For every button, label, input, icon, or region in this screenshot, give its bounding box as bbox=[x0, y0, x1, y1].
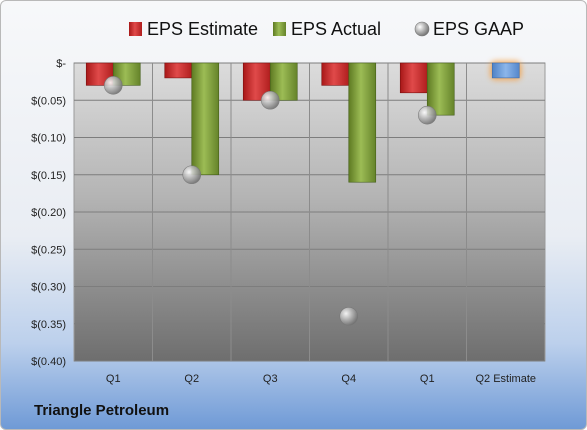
y-tick-label: $(0.05) bbox=[31, 95, 66, 107]
bar-eps-actual bbox=[426, 62, 455, 116]
legend-label: EPS GAAP bbox=[433, 19, 524, 39]
y-tick-label: $- bbox=[56, 58, 66, 70]
gridlines bbox=[74, 62, 545, 362]
bar-eps-estimate bbox=[164, 62, 193, 79]
bar-eps-projected bbox=[491, 62, 520, 79]
x-tick-label: Q1 bbox=[106, 373, 121, 385]
legend-swatch-eps-actual bbox=[273, 22, 286, 36]
y-tick-label: $(0.30) bbox=[31, 282, 66, 294]
point-eps-gaap bbox=[103, 76, 123, 95]
legend-swatch-eps-estimate bbox=[129, 22, 142, 36]
point-eps-gaap bbox=[182, 165, 202, 185]
bar-eps-estimate bbox=[321, 62, 350, 86]
x-tick-label: Q3 bbox=[263, 373, 278, 385]
y-tick-label: $(0.40) bbox=[31, 356, 66, 368]
gaap-points bbox=[103, 76, 437, 326]
x-tick-label: Q4 bbox=[341, 373, 356, 385]
x-tick-label: Q2 Estimate bbox=[475, 373, 536, 385]
y-tick-label: $(0.25) bbox=[31, 244, 66, 256]
y-tick-label: $(0.35) bbox=[31, 319, 66, 331]
legend-swatch-eps-gaap bbox=[414, 21, 430, 37]
point-eps-gaap bbox=[260, 90, 280, 110]
y-tick-label: $(0.10) bbox=[31, 133, 66, 145]
point-eps-gaap bbox=[417, 105, 437, 125]
y-tick-label: $(0.20) bbox=[31, 207, 66, 219]
x-axis-tick-labels: Q1 Q2 Q3 Q4 Q1 Q2 Estimate bbox=[106, 373, 536, 385]
x-tick-label: Q1 bbox=[420, 373, 435, 385]
bar-eps-estimate bbox=[399, 62, 428, 94]
bar-eps-actual bbox=[191, 62, 220, 176]
company-name: Triangle Petroleum bbox=[34, 402, 170, 419]
x-tick-label: Q2 bbox=[184, 373, 199, 385]
y-axis-tick-labels: $- $(0.05) $(0.10) $(0.15) $(0.20) $(0.25) $(0… bbox=[31, 58, 66, 368]
legend-label: EPS Actual bbox=[291, 19, 381, 39]
chart-legend: EPS Estimate EPS Actual EPS GAAP bbox=[129, 19, 524, 39]
bar-eps-actual bbox=[348, 62, 377, 183]
legend-label: EPS Estimate bbox=[147, 19, 258, 39]
y-tick-label: $(0.15) bbox=[31, 170, 66, 182]
bars bbox=[85, 61, 522, 183]
point-eps-gaap bbox=[339, 306, 359, 326]
